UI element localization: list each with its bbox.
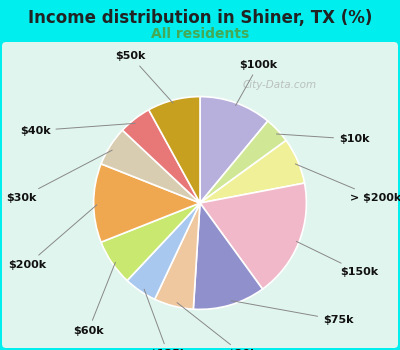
Wedge shape bbox=[127, 203, 200, 299]
Wedge shape bbox=[200, 140, 304, 203]
Text: $100k: $100k bbox=[236, 60, 278, 105]
Text: $60k: $60k bbox=[73, 262, 115, 336]
Wedge shape bbox=[149, 97, 200, 203]
Wedge shape bbox=[200, 121, 286, 203]
Text: > $200k: > $200k bbox=[295, 164, 400, 203]
Wedge shape bbox=[193, 203, 262, 309]
Text: $200k: $200k bbox=[8, 205, 97, 270]
Text: $40k: $40k bbox=[20, 123, 135, 136]
Text: $125k: $125k bbox=[144, 289, 187, 350]
Wedge shape bbox=[200, 183, 306, 289]
Text: All residents: All residents bbox=[151, 27, 249, 41]
Wedge shape bbox=[94, 164, 200, 242]
Wedge shape bbox=[122, 110, 200, 203]
Text: $10k: $10k bbox=[276, 134, 370, 144]
Text: $150k: $150k bbox=[296, 241, 379, 277]
Wedge shape bbox=[200, 97, 268, 203]
Text: $20k: $20k bbox=[177, 303, 258, 350]
Text: $75k: $75k bbox=[231, 301, 354, 325]
Text: Income distribution in Shiner, TX (%): Income distribution in Shiner, TX (%) bbox=[28, 9, 372, 27]
Text: $50k: $50k bbox=[116, 51, 173, 103]
Text: City-Data.com: City-Data.com bbox=[243, 80, 317, 90]
Wedge shape bbox=[101, 203, 200, 281]
Wedge shape bbox=[155, 203, 200, 309]
Wedge shape bbox=[101, 130, 200, 203]
FancyBboxPatch shape bbox=[2, 42, 398, 348]
Text: $30k: $30k bbox=[6, 150, 112, 203]
